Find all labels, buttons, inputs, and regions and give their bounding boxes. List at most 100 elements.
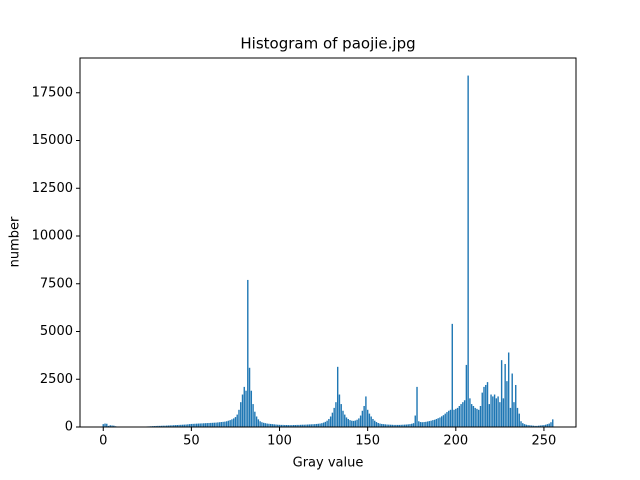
bar	[495, 398, 498, 427]
bar	[268, 423, 270, 427]
bar	[467, 75, 469, 428]
bar	[299, 424, 302, 427]
bar	[176, 424, 178, 427]
bar	[470, 404, 473, 427]
bar	[490, 394, 492, 427]
bar	[111, 425, 113, 427]
bar	[465, 364, 468, 427]
bar	[550, 422, 552, 427]
bar	[541, 425, 543, 427]
bar	[289, 425, 291, 427]
bar	[499, 402, 501, 427]
bar	[486, 382, 489, 427]
bar	[377, 422, 379, 427]
bar	[440, 416, 443, 427]
bar	[229, 420, 231, 427]
bar	[319, 423, 321, 427]
bar	[187, 424, 189, 427]
bar	[365, 396, 367, 427]
bar	[529, 425, 531, 427]
bar	[356, 419, 358, 427]
bar	[479, 405, 482, 427]
bar	[157, 425, 159, 427]
bar	[213, 422, 216, 427]
bar	[405, 424, 408, 427]
bar	[227, 420, 230, 427]
bar	[546, 424, 549, 427]
bar	[481, 392, 483, 427]
bar	[351, 420, 353, 427]
bar	[169, 425, 171, 427]
bar	[347, 418, 349, 427]
bar	[217, 422, 219, 427]
bar	[437, 418, 439, 427]
bar	[492, 396, 494, 427]
bar	[340, 404, 342, 427]
bar	[396, 424, 399, 427]
bar	[294, 424, 297, 427]
x-tick-label: 250	[532, 434, 557, 449]
bar	[308, 424, 311, 427]
bar	[178, 424, 180, 427]
bar	[291, 425, 293, 427]
bar	[240, 402, 242, 427]
bar	[287, 425, 290, 427]
bar	[301, 424, 304, 427]
bar	[462, 402, 464, 427]
bar	[544, 424, 547, 427]
bar	[261, 422, 263, 427]
bar	[107, 425, 110, 427]
bar	[548, 423, 550, 427]
bar	[284, 424, 286, 427]
bar	[292, 424, 295, 427]
bar	[507, 352, 510, 427]
bar	[185, 424, 187, 427]
bar	[173, 425, 175, 427]
y-tick-label: 12500	[32, 181, 73, 196]
bar	[262, 422, 265, 427]
bar	[451, 323, 453, 427]
bar	[192, 423, 194, 427]
bar	[296, 424, 298, 427]
bar	[552, 419, 554, 427]
bar	[506, 381, 508, 427]
bar	[366, 409, 369, 427]
bar	[488, 404, 490, 427]
bar	[375, 422, 378, 427]
bar	[435, 418, 438, 427]
bar	[485, 384, 487, 427]
bar	[203, 423, 205, 427]
bar	[257, 419, 260, 427]
bar	[368, 413, 371, 427]
bar	[315, 423, 318, 427]
bar	[206, 423, 208, 427]
bar	[224, 421, 226, 427]
bar	[469, 398, 471, 427]
bar	[518, 413, 520, 427]
bar	[282, 424, 284, 427]
y-tick-label: 5000	[40, 324, 73, 339]
bar	[264, 423, 267, 427]
bar	[393, 424, 395, 427]
bar	[476, 408, 478, 427]
bar	[338, 394, 341, 427]
bar	[208, 422, 210, 427]
bar	[171, 425, 173, 427]
bar	[543, 425, 545, 427]
plot-frame	[79, 57, 577, 428]
bar	[243, 386, 245, 427]
bar	[194, 423, 196, 427]
bar	[210, 422, 212, 427]
bar	[416, 386, 418, 427]
bar	[204, 423, 207, 427]
bar	[391, 424, 394, 427]
bar	[421, 422, 424, 427]
bar	[188, 424, 191, 427]
bar	[515, 384, 517, 427]
bar	[328, 418, 330, 427]
bar	[370, 416, 372, 427]
bar	[516, 407, 519, 427]
bar	[255, 416, 258, 427]
bar	[539, 425, 542, 427]
